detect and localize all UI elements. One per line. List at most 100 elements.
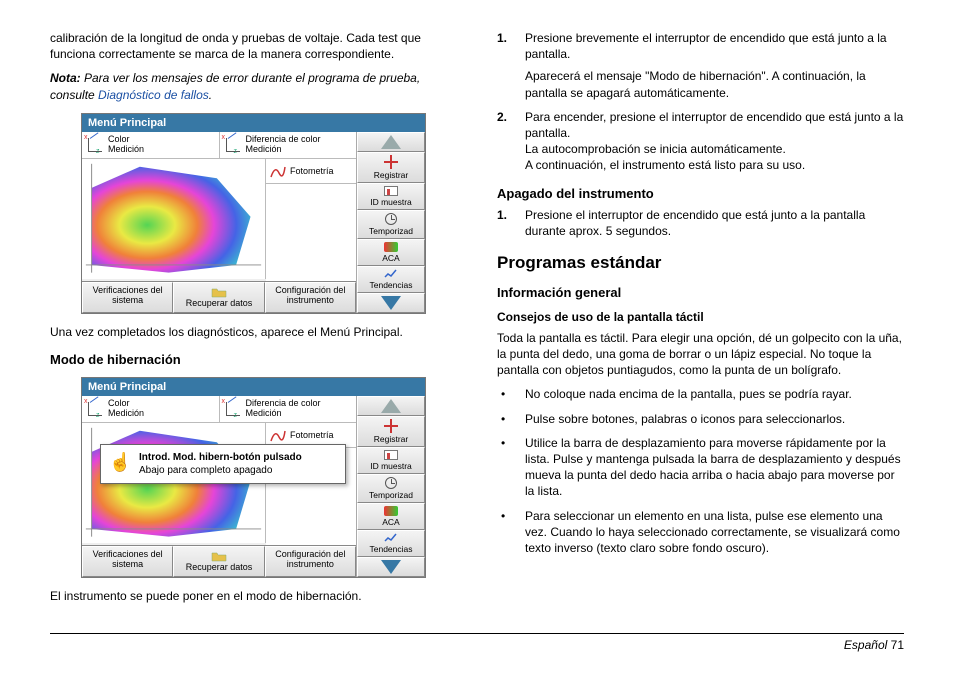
paragraph-touchscreen: Toda la pantalla es táctil. Para elegir … [497, 330, 904, 379]
system-checks-button[interactable]: Verificaciones del sistema [82, 546, 173, 577]
list-item: •Utilice la barra de desplazamiento para… [497, 435, 904, 500]
figure-hibernation: Menú Principal xz ColorMedición xz Difer… [50, 377, 457, 578]
clock-icon [385, 213, 397, 225]
color-diff-cell[interactable]: xz Diferencia de colorMedición [220, 396, 357, 422]
axis-icon: xz [224, 136, 242, 154]
clock-icon [385, 477, 397, 489]
curve-icon [270, 163, 286, 179]
device-screenshot-hibernation: Menú Principal xz ColorMedición xz Difer… [81, 377, 426, 578]
paragraph: calibración de la longitud de onda y pru… [50, 30, 457, 62]
footer-language: Español [844, 638, 887, 652]
axis-icon: xz [224, 400, 242, 418]
curve-icon [270, 427, 286, 443]
line: Para encender, presione el interruptor d… [525, 110, 903, 140]
heading-general-info: Información general [497, 285, 904, 300]
folder-icon [211, 550, 227, 562]
trend-icon [384, 269, 398, 279]
device-top-row: xz ColorMedición xz Diferencia de colorM… [82, 396, 356, 423]
aca-button[interactable]: ACA [357, 503, 425, 530]
recover-data-button[interactable]: Recuperar datos [173, 282, 264, 313]
ordered-list-power: 1.Presione brevemente el interruptor de … [497, 30, 904, 174]
line: A continuación, el instrumento está list… [525, 158, 805, 172]
diagnostics-link[interactable]: Diagnóstico de fallos [98, 88, 209, 102]
ordered-list-shutdown: 1.Presione el interruptor de encendido q… [497, 207, 904, 239]
sample-id-button[interactable]: ID muestra [357, 183, 425, 210]
photometry-cell[interactable]: Fotometría [266, 159, 356, 184]
figure-main-menu: Menú Principal xz ColorMedición xz Difer… [50, 113, 457, 314]
device-sidebar: Registrar ID muestra Temporizad ACA Tend… [357, 132, 425, 313]
device-bottom-row: Verificaciones del sistema Recuperar dat… [82, 281, 356, 313]
note: Nota: Para ver los mensajes de error dur… [50, 70, 457, 102]
figure-caption: Una vez completados los diagnósticos, ap… [50, 324, 457, 340]
right-column: 1.Presione brevemente el interruptor de … [497, 30, 904, 614]
blank-area [266, 184, 356, 281]
photometry-label: Fotometría [290, 430, 334, 440]
device-sidebar: Registrar ID muestra Temporizad ACA Tend… [357, 396, 425, 577]
list-item: 1.Presione el interruptor de encendido q… [497, 207, 904, 239]
aca-icon [384, 242, 398, 252]
list-item: 2. Para encender, presione el interrupto… [497, 109, 904, 174]
scroll-down-button[interactable] [357, 293, 425, 313]
system-checks-button[interactable]: Verificaciones del sistema [82, 282, 173, 313]
device-main: xz ColorMedición xz Diferencia de colorM… [82, 396, 357, 577]
heading-standard-programs: Programas estándar [497, 253, 904, 273]
device-top-row: xz ColorMedición xz Diferencia de colorM… [82, 132, 356, 159]
timer-button[interactable]: Temporizad [357, 210, 425, 239]
device-chart-row: Fotometría [82, 159, 356, 281]
device-bottom-row: Verificaciones del sistema Recuperar dat… [82, 545, 356, 577]
register-button[interactable]: Registrar [357, 416, 425, 447]
list-item: •Para seleccionar un elemento en una lis… [497, 508, 904, 557]
instrument-config-button[interactable]: Configuración del instrumento [265, 282, 356, 313]
scroll-up-button[interactable] [357, 396, 425, 416]
timer-button[interactable]: Temporizad [357, 474, 425, 503]
triangle-down-icon [381, 560, 401, 574]
device-body: xz ColorMedición xz Diferencia de colorM… [82, 132, 425, 313]
triangle-up-icon [381, 399, 401, 413]
instrument-config-button[interactable]: Configuración del instrumento [265, 546, 356, 577]
cell-text: ColorMedición [108, 399, 144, 419]
gamut-chart [82, 159, 266, 279]
device-chart-right: Fotometría [266, 159, 356, 281]
recover-data-button[interactable]: Recuperar datos [173, 546, 264, 577]
scroll-down-button[interactable] [357, 557, 425, 577]
list-item: 1.Presione brevemente el interruptor de … [497, 30, 904, 62]
heading-shutdown: Apagado del instrumento [497, 186, 904, 201]
triangle-down-icon [381, 296, 401, 310]
line: La autocomprobación se inicia automática… [525, 142, 786, 156]
figure-caption: El instrumento se puede poner en el modo… [50, 588, 457, 604]
scroll-up-button[interactable] [357, 132, 425, 152]
device-main: xz ColorMedición xz Diferencia de colorM… [82, 132, 357, 313]
sample-id-button[interactable]: ID muestra [357, 447, 425, 474]
trend-icon [384, 533, 398, 543]
crosshair-icon [384, 419, 398, 433]
heading-touchscreen-tips: Consejos de uso de la pantalla táctil [497, 310, 904, 324]
note-label: Nota: [50, 71, 81, 85]
color-diff-cell[interactable]: xz Diferencia de colorMedición [220, 132, 357, 158]
axis-icon: xz [86, 400, 104, 418]
id-icon [384, 450, 398, 460]
power-hand-icon: ☝ [109, 451, 131, 473]
device-screenshot: Menú Principal xz ColorMedición xz Difer… [81, 113, 426, 314]
left-column: calibración de la longitud de onda y pru… [50, 30, 457, 614]
id-icon [384, 186, 398, 196]
hibernation-popup: ☝ Introd. Mod. hibern-botón pulsado Abaj… [100, 444, 346, 484]
color-measure-cell[interactable]: xz ColorMedición [82, 132, 220, 158]
popup-line1: Introd. Mod. hibern-botón pulsado [139, 451, 302, 464]
list-subtext: Aparecerá el mensaje "Modo de hibernació… [525, 68, 904, 100]
device-body: xz ColorMedición xz Diferencia de colorM… [82, 396, 425, 577]
triangle-up-icon [381, 135, 401, 149]
crosshair-icon [384, 155, 398, 169]
axis-icon: xz [86, 136, 104, 154]
two-column-layout: calibración de la longitud de onda y pru… [50, 30, 904, 614]
popup-line2: Abajo para completo apagado [139, 464, 302, 477]
trends-button[interactable]: Tendencias [357, 266, 425, 293]
list-item: •No coloque nada encima de la pantalla, … [497, 386, 904, 402]
cell-text: ColorMedición [108, 135, 144, 155]
page-footer: Español 71 [50, 633, 904, 652]
aca-button[interactable]: ACA [357, 239, 425, 266]
photometry-label: Fotometría [290, 166, 334, 176]
register-button[interactable]: Registrar [357, 152, 425, 183]
aca-icon [384, 506, 398, 516]
trends-button[interactable]: Tendencias [357, 530, 425, 557]
color-measure-cell[interactable]: xz ColorMedición [82, 396, 220, 422]
